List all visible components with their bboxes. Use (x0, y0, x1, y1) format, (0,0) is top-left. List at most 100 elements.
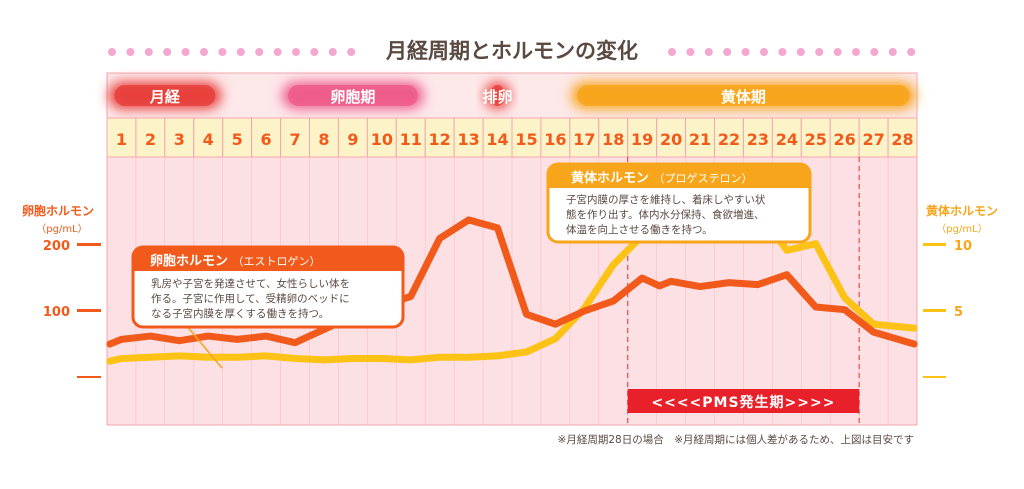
day-label: 27 (862, 130, 884, 149)
title-dot (907, 48, 916, 56)
left-axis: 卵胞ホルモン （pg/mL） 100 200 (22, 203, 101, 378)
left-tick-label: 200 (43, 239, 70, 254)
title-dot (181, 48, 190, 56)
day-label: 15 (515, 130, 537, 149)
title-dot (778, 48, 787, 56)
estrogen-callout-subtitle: （エストロゲン） (233, 255, 321, 268)
day-label: 20 (660, 130, 682, 149)
progesterone-callout-line-1: 子宮内膜の厚さを維持し、着床しやすい状 (566, 193, 766, 206)
day-label: 25 (805, 130, 827, 149)
title-dot (292, 48, 300, 56)
title-dot (218, 48, 227, 56)
phase-label: 卵胞期 (330, 88, 375, 106)
day-label: 13 (457, 130, 479, 149)
estrogen-callout: 卵胞ホルモン （エストロゲン） 乳房や子宮を発達させて、女性らしい体を 作る。子… (131, 245, 405, 369)
right-tick-label: 5 (954, 305, 963, 320)
day-label: 22 (718, 130, 740, 149)
progesterone-callout-line-3: 体温を向上させる働きを持つ。 (566, 223, 713, 236)
estrogen-callout-line-2: 作る。子宮に作用して、受精卵のベッドに (151, 292, 350, 305)
phase-label: 黄体期 (721, 88, 766, 106)
day-label: 18 (602, 130, 624, 149)
chart-title: 月経周期とホルモンの変化 (385, 39, 638, 63)
title-dot (723, 48, 732, 56)
title-dot (888, 48, 897, 56)
progesterone-callout-subtitle: （プロゲステロン） (654, 172, 753, 185)
estrogen-callout-name: 卵胞ホルモン (150, 253, 228, 269)
day-label: 2 (145, 130, 156, 149)
phase-3: 排卵 (483, 82, 513, 109)
day-label: 9 (347, 130, 358, 149)
right-axis-unit: （pg/mL） (936, 223, 987, 235)
phase-pill (288, 85, 418, 106)
day-label: 21 (689, 130, 711, 149)
day-cell (135, 117, 166, 158)
title-dot (668, 48, 676, 56)
title-dot (255, 48, 264, 56)
progesterone-callout-header-fill (548, 178, 810, 188)
title-dot (833, 48, 842, 56)
title-dot (870, 48, 879, 56)
phase-pills: 月経 卵胞期 排卵 黄体期 (108, 82, 916, 109)
estrogen-callout-line-3: なる子宮内膜を厚くする働きを持つ。 (151, 307, 329, 320)
day-label: 1 (116, 130, 127, 149)
estrogen-callout-header-fill (133, 261, 403, 271)
title-dot (236, 48, 245, 56)
phase-pill (114, 85, 216, 106)
title-dot (273, 48, 282, 56)
pms-banner-bg (627, 389, 860, 413)
phase-label: 月経 (149, 88, 181, 106)
title-dot (328, 48, 337, 56)
pms-banner-label: <<<<PMS発生期>>>> (651, 394, 835, 411)
day-cell (511, 117, 542, 158)
day-label: 19 (631, 130, 653, 149)
day-row: 1 2 3 4 5 6 7 8 9 10 11 12 13 14 15 16 17 18 19 20 21 22 23 24 2… (106, 117, 918, 158)
progesterone-callout-line-2: 態を作り出す。体内水分保持、食欲増進、 (566, 208, 764, 221)
day-cell (627, 117, 658, 158)
estrogen-line (106, 216, 918, 348)
phase-pill (490, 85, 505, 106)
day-label: 24 (776, 130, 798, 149)
day-label: 17 (573, 130, 595, 149)
day-cell (771, 117, 802, 158)
right-tick-label: 10 (954, 239, 972, 254)
left-axis-unit: （pg/mL） (36, 223, 87, 235)
title-dot (815, 48, 824, 56)
day-label: 26 (834, 130, 856, 149)
day-label: 28 (891, 130, 913, 149)
title-dot (126, 48, 135, 56)
pms-banner: <<<<PMS発生期>>>> (627, 389, 860, 413)
day-label: 10 (371, 130, 393, 149)
title-dot (760, 48, 768, 56)
progesterone-callout-title: 黄体ホルモン （プロゲステロン） (571, 170, 753, 186)
day-label: 23 (747, 130, 769, 149)
title-dot (163, 48, 172, 56)
footnote: ※月経周期28日の場合 ※月経周期には個人差があるため、上図は目安です (558, 433, 914, 446)
phase-label: 排卵 (483, 88, 513, 106)
phase-1: 月経 (108, 82, 222, 109)
title-dot (347, 48, 356, 56)
progesterone-callout-name: 黄体ホルモン (571, 170, 649, 186)
day-cell (887, 117, 918, 158)
title-dot (108, 48, 116, 56)
day-cell (366, 117, 397, 158)
day-label: 14 (486, 130, 508, 149)
day-label: 7 (289, 130, 300, 149)
title-dots-right (668, 48, 916, 56)
right-axis-label: 黄体ホルモン (926, 203, 998, 218)
day-cell (453, 117, 484, 158)
right-axis: 黄体ホルモン （pg/mL） 5 10 (923, 203, 998, 378)
day-label: 6 (261, 130, 272, 149)
phase-4: 黄体期 (571, 82, 916, 109)
day-cell (106, 117, 137, 158)
day-cell (829, 117, 860, 158)
left-axis-label: 卵胞ホルモン (22, 203, 94, 218)
title-dot (852, 48, 860, 56)
title-dot (686, 48, 695, 56)
day-label: 16 (544, 130, 566, 149)
phase-2: 卵胞期 (282, 82, 424, 109)
title-dot (704, 48, 713, 56)
day-label: 12 (429, 130, 451, 149)
day-label: 11 (400, 130, 422, 149)
title-dot (144, 48, 153, 56)
